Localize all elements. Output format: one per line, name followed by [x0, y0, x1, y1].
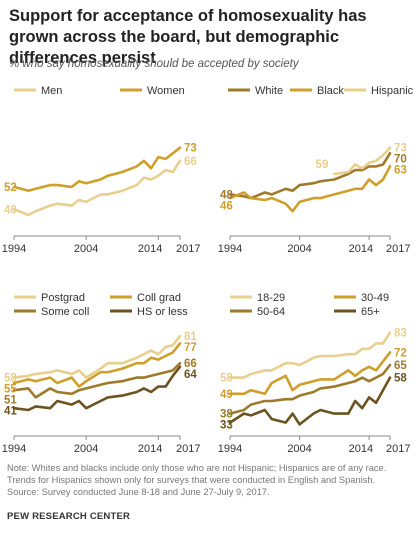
- x-tick-label: 2004: [287, 243, 311, 255]
- series-line: [228, 351, 392, 396]
- x-tick-label: 2014: [349, 443, 373, 455]
- series-line: [228, 152, 392, 200]
- series-line: [12, 159, 182, 217]
- start-value-label: 40: [4, 204, 17, 216]
- x-tick-label: 2017: [176, 443, 200, 455]
- legend-label: 18-29: [257, 292, 285, 304]
- end-value-label: 73: [184, 143, 197, 155]
- x-tick-label: 2017: [386, 243, 410, 255]
- note-line: Note: Whites and blacks include only tho…: [7, 463, 387, 485]
- x-tick-label: 1994: [218, 243, 242, 255]
- series-line: [228, 363, 392, 415]
- x-tick-label: 1994: [2, 243, 26, 255]
- org-credit: PEW RESEARCH CENTER: [7, 511, 131, 522]
- x-tick-label: 2014: [138, 243, 162, 255]
- chart-title: Support for acceptance of homosexuality …: [9, 7, 367, 67]
- start-value-label: 33: [220, 420, 233, 432]
- series-line: [228, 165, 392, 213]
- legend-label: HS or less: [137, 306, 188, 318]
- x-tick-label: 2014: [349, 243, 373, 255]
- x-tick-label: 2004: [74, 243, 98, 255]
- legend-label: Postgrad: [41, 292, 85, 304]
- end-value-label: 63: [394, 165, 407, 177]
- legend-label: Hispanic: [371, 85, 414, 97]
- start-value-label: 58: [4, 373, 17, 385]
- start-value-label: 49: [220, 389, 233, 401]
- end-value-label: 77: [184, 342, 197, 354]
- legend-label: White: [255, 85, 283, 97]
- source-line: Source: Survey conducted June 8-18 and J…: [7, 487, 270, 497]
- end-value-label: 73: [394, 143, 407, 155]
- end-value-label: 64: [184, 369, 197, 381]
- series-line: [12, 342, 182, 388]
- x-tick-label: 2017: [386, 443, 410, 455]
- start-value-label: 51: [4, 395, 17, 407]
- end-value-label: 66: [184, 156, 197, 168]
- legend-label: Black: [317, 85, 344, 97]
- series-line: [12, 365, 182, 412]
- start-value-label: 55: [4, 384, 17, 396]
- legend-label: Women: [147, 85, 185, 97]
- legend-label: 30-49: [361, 292, 389, 304]
- end-value-label: 70: [394, 154, 407, 166]
- end-value-label: 83: [394, 328, 407, 340]
- start-value-label: 58: [220, 373, 233, 385]
- start-value-label: 59: [316, 159, 329, 171]
- series-line: [228, 331, 392, 379]
- legend-label: Some coll: [41, 306, 89, 318]
- legend-label: 50-64: [257, 306, 285, 318]
- legend-label: Men: [41, 85, 62, 97]
- x-tick-label: 2004: [74, 443, 98, 455]
- chart-subtitle: % who say homosexuality should be accept…: [9, 58, 299, 70]
- start-value-label: 52: [4, 182, 17, 194]
- end-value-label: 81: [184, 331, 197, 343]
- start-value-label: 41: [4, 406, 17, 418]
- note-text: Note: Whites and blacks include only tho…: [7, 462, 415, 498]
- series-line: [228, 376, 392, 426]
- start-value-label: 38: [220, 409, 233, 421]
- end-value-label: 65: [394, 360, 407, 372]
- start-value-label: 48: [220, 189, 233, 201]
- end-value-label: 72: [394, 347, 407, 359]
- series-line: [12, 334, 182, 379]
- series-line: [12, 146, 182, 192]
- x-tick-label: 2017: [176, 243, 200, 255]
- legend-label: 65+: [361, 306, 380, 318]
- x-tick-label: 1994: [2, 443, 26, 455]
- legend-label: Coll grad: [137, 292, 181, 304]
- end-value-label: 66: [184, 358, 197, 370]
- x-tick-label: 2014: [138, 443, 162, 455]
- start-value-label: 46: [220, 200, 233, 212]
- end-value-label: 58: [394, 373, 407, 385]
- x-tick-label: 2004: [287, 443, 311, 455]
- series-line: [12, 361, 182, 399]
- x-tick-label: 1994: [218, 443, 242, 455]
- series-line: [333, 146, 392, 176]
